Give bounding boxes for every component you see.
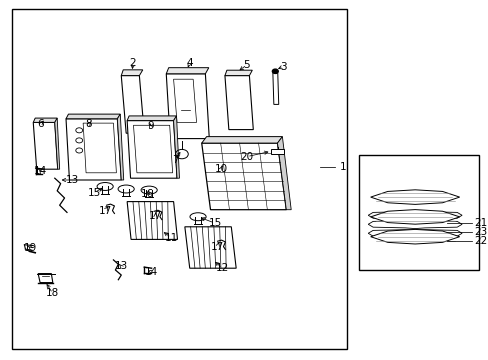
Text: 7: 7 bbox=[171, 155, 178, 165]
Text: 14: 14 bbox=[33, 166, 47, 176]
Polygon shape bbox=[33, 122, 58, 169]
Text: 2: 2 bbox=[129, 58, 136, 68]
Text: 4: 4 bbox=[186, 58, 193, 68]
Text: 10: 10 bbox=[214, 164, 227, 174]
Bar bbox=[12, 9, 346, 349]
Text: 13: 13 bbox=[114, 261, 128, 271]
Polygon shape bbox=[127, 121, 177, 178]
Polygon shape bbox=[55, 118, 60, 169]
Text: 1: 1 bbox=[339, 162, 346, 172]
Polygon shape bbox=[121, 76, 144, 133]
Polygon shape bbox=[66, 119, 121, 180]
Polygon shape bbox=[201, 136, 282, 143]
Ellipse shape bbox=[189, 213, 206, 221]
Polygon shape bbox=[127, 202, 177, 239]
Polygon shape bbox=[173, 116, 179, 178]
Polygon shape bbox=[367, 212, 461, 220]
Polygon shape bbox=[184, 227, 236, 268]
Text: 23: 23 bbox=[473, 227, 487, 237]
Ellipse shape bbox=[118, 185, 134, 193]
Polygon shape bbox=[166, 68, 208, 74]
Text: 16: 16 bbox=[141, 189, 154, 199]
Polygon shape bbox=[117, 114, 123, 180]
Text: 14: 14 bbox=[144, 267, 158, 277]
Polygon shape bbox=[121, 70, 142, 76]
Text: 17: 17 bbox=[98, 206, 112, 216]
Text: 22: 22 bbox=[473, 236, 487, 246]
Text: 18: 18 bbox=[46, 288, 60, 298]
Polygon shape bbox=[127, 116, 176, 121]
Polygon shape bbox=[166, 74, 209, 139]
Text: 3: 3 bbox=[280, 62, 286, 72]
Text: 17: 17 bbox=[148, 211, 162, 221]
Polygon shape bbox=[272, 73, 278, 104]
Text: 21: 21 bbox=[473, 218, 487, 228]
Text: 20: 20 bbox=[240, 152, 253, 162]
Bar bbox=[359, 155, 478, 270]
Text: 12: 12 bbox=[215, 263, 229, 273]
Text: 6: 6 bbox=[37, 119, 43, 129]
Polygon shape bbox=[367, 230, 461, 238]
Ellipse shape bbox=[97, 183, 113, 190]
Text: 19: 19 bbox=[24, 243, 38, 253]
Ellipse shape bbox=[141, 186, 157, 194]
Polygon shape bbox=[201, 143, 286, 210]
Polygon shape bbox=[224, 76, 253, 130]
Text: 11: 11 bbox=[164, 233, 178, 243]
Polygon shape bbox=[38, 274, 53, 283]
Polygon shape bbox=[66, 114, 120, 119]
Polygon shape bbox=[367, 221, 461, 229]
Polygon shape bbox=[370, 190, 459, 204]
Polygon shape bbox=[277, 136, 291, 210]
Polygon shape bbox=[83, 123, 116, 173]
Circle shape bbox=[272, 69, 278, 73]
Polygon shape bbox=[173, 79, 196, 122]
Text: 9: 9 bbox=[147, 121, 154, 131]
Polygon shape bbox=[370, 229, 459, 244]
Polygon shape bbox=[370, 210, 459, 224]
Text: 13: 13 bbox=[65, 175, 79, 185]
Text: 5: 5 bbox=[243, 60, 250, 70]
Polygon shape bbox=[224, 70, 252, 76]
Text: 15: 15 bbox=[87, 188, 101, 198]
Text: 17: 17 bbox=[210, 242, 224, 252]
Polygon shape bbox=[33, 118, 57, 122]
Text: 8: 8 bbox=[85, 119, 92, 129]
Text: 15: 15 bbox=[208, 218, 222, 228]
Polygon shape bbox=[271, 149, 283, 154]
Polygon shape bbox=[133, 125, 172, 173]
